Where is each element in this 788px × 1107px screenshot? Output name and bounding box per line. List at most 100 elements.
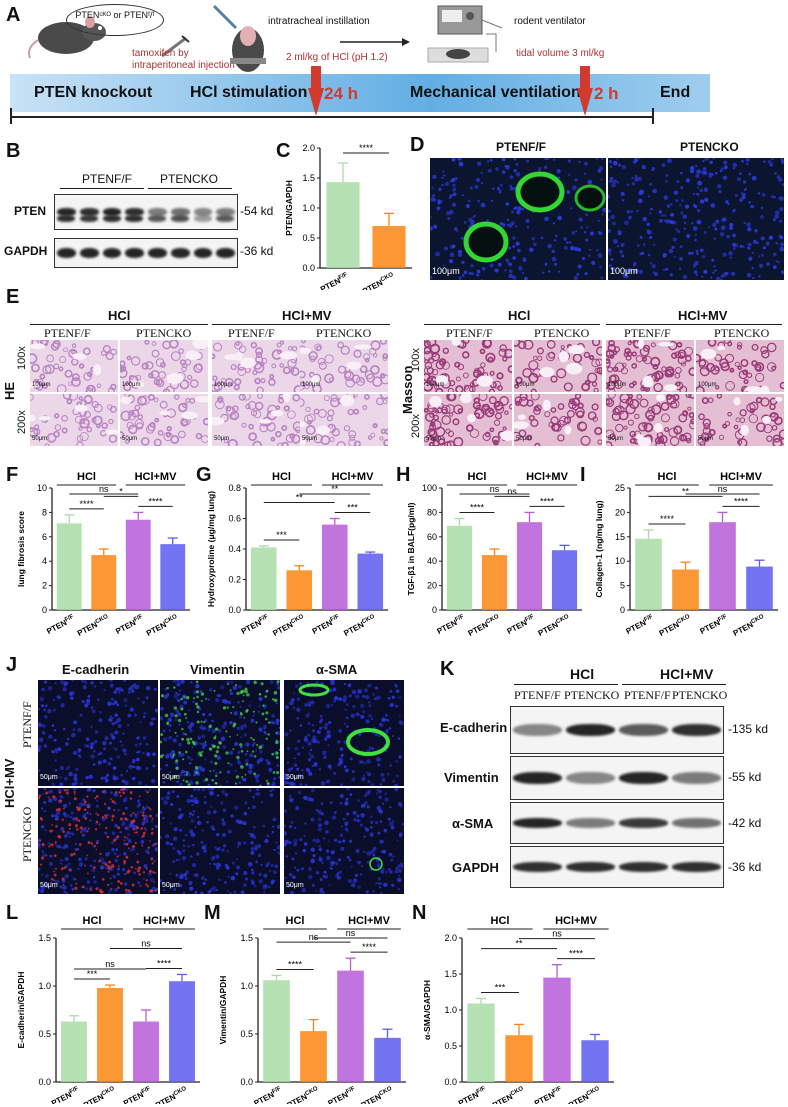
tissue-alveolus — [277, 442, 284, 446]
nucleus-dot — [107, 701, 111, 705]
nucleus-dot — [673, 190, 679, 195]
nucleus-dot — [486, 219, 489, 222]
group-label: HCl — [83, 915, 102, 927]
tissue-alveolus — [445, 404, 455, 414]
nucleus-dot — [146, 696, 149, 699]
nucleus-dot — [284, 831, 287, 836]
nucleus-dot — [113, 801, 117, 805]
ecadherin-signal — [53, 870, 55, 873]
tissue-alveolus — [233, 384, 240, 391]
nucleus-dot — [93, 750, 96, 753]
nucleus-dot — [398, 834, 402, 838]
tissue-alveolus — [241, 422, 247, 428]
nucleus-dot — [111, 841, 114, 844]
nucleus-dot — [256, 788, 260, 792]
nucleus-dot — [196, 852, 200, 856]
vimentin-signal — [193, 697, 196, 700]
tissue-alveolus — [170, 435, 180, 444]
nucleus-dot — [71, 832, 75, 836]
nucleus-dot — [290, 781, 295, 786]
nucleus-dot — [77, 727, 82, 732]
ecadherin-signal — [54, 842, 57, 845]
nucleus-dot — [600, 276, 604, 280]
tissue-alveolus — [58, 366, 64, 372]
ecadherin-signal — [53, 879, 56, 882]
vimentin-signal — [234, 782, 238, 785]
airspace — [346, 361, 362, 370]
nucleus-dot — [621, 254, 625, 258]
nucleus-dot — [226, 889, 229, 893]
nucleus-dot — [300, 867, 304, 871]
tissue-alveolus — [548, 421, 555, 428]
nucleus-dot — [110, 882, 113, 885]
nucleus-dot — [123, 680, 127, 682]
blot-band — [193, 215, 212, 222]
nucleus-dot — [315, 871, 320, 875]
tissue-alveolus — [125, 439, 130, 444]
if-image — [284, 680, 404, 786]
nucleus-dot — [233, 711, 238, 716]
tissue-alveolus — [612, 407, 620, 416]
group-label: HCl+MV — [720, 471, 763, 483]
nucleus-dot — [364, 688, 368, 693]
nucleus-dot — [381, 777, 386, 782]
blot-band — [216, 208, 235, 216]
nucleus-dot — [284, 773, 287, 777]
nucleus-dot — [680, 211, 684, 215]
ecadherin-signal — [101, 790, 104, 793]
ecadherin-signal — [136, 853, 139, 855]
vimentin-signal — [225, 751, 229, 755]
nucleus-dot — [323, 755, 327, 760]
ecadherin-signal — [68, 827, 71, 830]
nucleus-dot — [365, 890, 369, 894]
tissue-alveolus — [591, 358, 600, 368]
nucleus-dot — [210, 788, 215, 791]
nucleus-dot — [649, 207, 653, 211]
panel-b-label: B — [6, 140, 21, 162]
airspace — [637, 340, 644, 350]
nucleus-dot — [207, 698, 210, 701]
tissue-alveolus — [53, 413, 60, 419]
tissue-alveolus — [271, 363, 277, 369]
nucleus-dot — [183, 774, 186, 777]
timeline-tick-end — [652, 108, 654, 124]
nucleus-dot — [299, 783, 303, 786]
nucleus-dot — [454, 177, 458, 180]
nucleus-dot — [124, 872, 127, 876]
nucleus-dot — [275, 730, 280, 736]
nucleus-dot — [250, 846, 255, 851]
nucleus-dot — [115, 748, 118, 751]
nucleus-dot — [62, 687, 67, 692]
nucleus-dot — [182, 732, 186, 736]
vimentin-signal — [239, 690, 244, 695]
nucleus-dot — [304, 735, 308, 739]
nucleus-dot — [461, 274, 465, 277]
tissue-alveolus — [363, 353, 371, 361]
tissue-alveolus — [591, 340, 601, 347]
histology-image — [696, 394, 784, 446]
nucleus-dot — [696, 219, 702, 225]
nucleus-dot — [357, 689, 362, 694]
nucleus-dot — [245, 877, 249, 881]
nucleus-dot — [133, 871, 137, 875]
tissue-alveolus — [68, 381, 73, 386]
nucleus-dot — [381, 867, 385, 871]
ecadherin-signal — [123, 859, 127, 863]
nucleus-dot — [307, 741, 312, 746]
nucleus-dot — [72, 728, 76, 731]
nucleus-dot — [144, 784, 148, 786]
nucleus-dot — [265, 864, 269, 868]
tissue-alveolus — [153, 438, 162, 446]
blot-k-gapdh — [510, 846, 724, 888]
nucleus-dot — [327, 744, 330, 747]
tissue-alveolus — [61, 427, 68, 434]
tissue-alveolus — [698, 413, 705, 421]
nucleus-dot — [252, 795, 256, 799]
instillation-dose: 2 ml/kg of HCl (pH 1.2) — [286, 52, 388, 63]
nucleus-dot — [317, 817, 322, 822]
airspace — [700, 348, 717, 360]
bar — [133, 1021, 159, 1082]
tissue-alveolus — [627, 341, 632, 346]
nucleus-dot — [630, 210, 634, 213]
nucleus-dot — [628, 268, 631, 271]
